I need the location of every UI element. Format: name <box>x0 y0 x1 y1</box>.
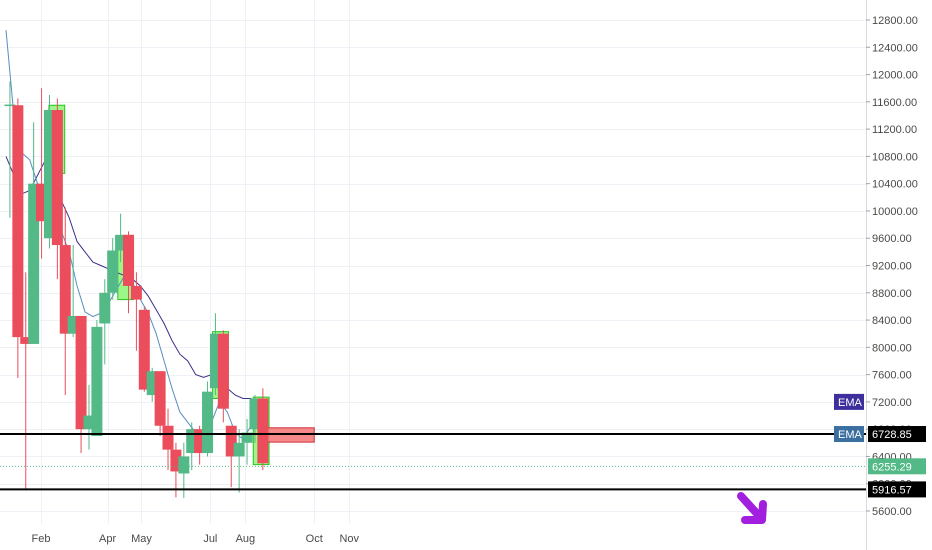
candle-body <box>43 110 55 239</box>
candle-body <box>59 245 71 334</box>
candle-body <box>202 391 214 454</box>
price-tag-lower-line-bg <box>868 481 926 498</box>
x-tick-label: Nov <box>339 533 359 545</box>
candle-body <box>154 371 166 426</box>
candle-body <box>107 250 119 293</box>
candle-body <box>257 398 269 464</box>
price-tag-current-bg <box>868 458 926 475</box>
candle-body <box>138 309 150 390</box>
y-tick-label: 7200.00 <box>872 397 912 409</box>
y-tick-label: 8000.00 <box>872 342 912 354</box>
candle-body <box>225 425 237 457</box>
candle-body <box>146 371 158 396</box>
arrow-down-icon <box>737 492 767 524</box>
candle-body <box>28 183 40 344</box>
price-tag-upper-line: 6728.85 <box>872 429 912 441</box>
ema-tag-bg <box>834 393 864 410</box>
candle-body <box>178 456 190 474</box>
y-tick-label: 10000.00 <box>872 206 918 218</box>
candle-body <box>36 183 48 222</box>
ema-tag: EMA <box>838 429 863 441</box>
candle-body <box>241 432 253 443</box>
price-tags: 6728.85 5916.57 6255.29 EMA EMA <box>834 393 926 498</box>
x-tick-label: Aug <box>236 533 256 545</box>
ema-tag: EMA <box>838 397 863 409</box>
candle-body <box>75 315 87 430</box>
candles <box>4 81 269 499</box>
y-tick-label: 10800.00 <box>872 151 918 163</box>
y-tick-label: 8800.00 <box>872 288 912 300</box>
x-tick-label: Jul <box>203 533 217 545</box>
y-tick-label: 11600.00 <box>872 97 917 109</box>
candle-body <box>130 285 142 300</box>
candle-body <box>209 333 221 389</box>
ema-tag-bg <box>834 426 864 443</box>
candle-body <box>67 315 79 334</box>
x-tick-label: Feb <box>32 533 51 545</box>
price-tag-lower-line: 5916.57 <box>872 484 912 496</box>
candle-body <box>20 337 32 344</box>
horizontal-lines <box>0 433 866 491</box>
price-tag-current: 6255.29 <box>872 461 912 473</box>
y-tick-label: 7600.00 <box>872 370 912 382</box>
candle-body <box>51 110 63 246</box>
x-axis-band <box>0 524 866 550</box>
price-tag-upper-line-bg <box>868 426 926 443</box>
y-tick-label: 12000.00 <box>872 70 918 82</box>
candle-body <box>170 449 182 472</box>
y-tick-label: 9600.00 <box>872 233 912 245</box>
x-tick-label: Oct <box>306 533 323 545</box>
y-tick-label: 12800.00 <box>872 15 918 27</box>
candle-body <box>115 234 127 251</box>
y-tick-label: 12400.00 <box>872 42 918 54</box>
candle-body <box>91 326 103 436</box>
candle-body <box>4 104 16 107</box>
candle-body <box>12 105 24 338</box>
x-tick-label: Apr <box>99 533 116 545</box>
candle-body <box>249 398 261 430</box>
x-tick-label: May <box>131 533 152 545</box>
candle-body <box>194 429 206 454</box>
candle-body <box>99 292 111 324</box>
down-arrow-annotation <box>737 492 767 524</box>
candle-body <box>217 333 229 409</box>
candle-body <box>83 415 95 430</box>
candle-body <box>186 429 198 454</box>
candle-body <box>162 425 174 450</box>
y-tick-label: 8400.00 <box>872 315 912 327</box>
y-tick-label: 5600.00 <box>872 506 912 518</box>
candle-body <box>233 442 245 457</box>
y-tick-label: 11200.00 <box>872 124 917 136</box>
candle-body <box>123 234 134 286</box>
y-tick-label: 9200.00 <box>872 261 912 273</box>
y-tick-label: 10400.00 <box>872 179 918 191</box>
